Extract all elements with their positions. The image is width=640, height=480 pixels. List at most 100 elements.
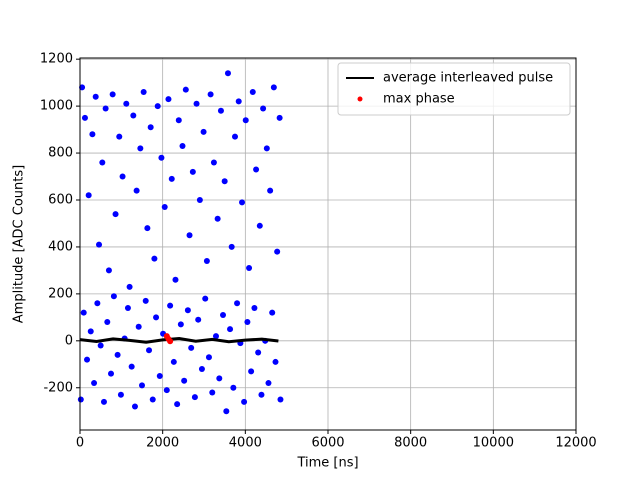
x-tick-label: 8000 [394, 436, 427, 451]
point [167, 338, 174, 345]
point [217, 107, 224, 114]
legend-label: max phase [383, 92, 455, 107]
point [117, 391, 124, 398]
point [114, 351, 121, 358]
point [163, 387, 170, 394]
point [263, 145, 270, 152]
point [99, 159, 106, 166]
y-tick-label: 400 [48, 239, 73, 254]
legend-label: average interleaved pulse [383, 71, 553, 86]
x-tick-label: 10000 [473, 436, 514, 451]
point [174, 401, 181, 408]
point [116, 133, 123, 140]
point [276, 114, 283, 121]
point [175, 117, 182, 124]
point [248, 368, 255, 375]
point [196, 196, 203, 203]
point [156, 373, 163, 380]
y-tick-label: -200 [43, 380, 73, 395]
point [260, 105, 267, 112]
y-tick-label: 1200 [40, 52, 73, 67]
point [165, 96, 172, 103]
point [184, 307, 191, 314]
point [200, 128, 207, 135]
point [84, 356, 91, 363]
point [179, 143, 186, 150]
point [170, 358, 177, 365]
point [142, 297, 149, 304]
y-tick-label: 1000 [40, 99, 73, 114]
point [227, 326, 234, 333]
point [158, 154, 165, 161]
point [144, 225, 151, 232]
point [186, 232, 193, 239]
point [105, 267, 112, 274]
point [146, 347, 153, 354]
point [239, 199, 246, 206]
point [267, 187, 274, 194]
point [214, 215, 221, 222]
point [135, 323, 142, 330]
axes-frame [79, 57, 577, 431]
point [202, 295, 209, 302]
point [128, 363, 135, 370]
point [230, 384, 237, 391]
x-tick-label: 0 [76, 436, 84, 451]
x-tick-label: 12000 [555, 436, 596, 451]
y-tick-label: 200 [48, 286, 73, 301]
point [244, 319, 251, 326]
point [94, 300, 101, 307]
point [85, 192, 92, 199]
x-axis-label: Time [ns] [296, 456, 358, 471]
point [177, 321, 184, 328]
point [126, 283, 133, 290]
point [181, 377, 188, 384]
line [79, 336, 279, 344]
point [277, 396, 284, 403]
point [241, 398, 248, 405]
point [80, 309, 87, 316]
point [108, 370, 114, 377]
point [193, 100, 200, 107]
point [147, 124, 154, 131]
point [182, 86, 189, 93]
point [235, 98, 242, 105]
point [210, 159, 217, 166]
point [242, 117, 249, 124]
point [131, 403, 138, 410]
point [140, 89, 147, 96]
point [149, 396, 156, 403]
point [249, 89, 256, 96]
point [110, 293, 117, 300]
point [269, 309, 276, 316]
point [246, 265, 253, 272]
point [89, 131, 96, 138]
y-axis-label: Amplitude [ADC Counts] [12, 165, 27, 323]
point [212, 333, 219, 340]
point [123, 100, 130, 107]
point [100, 398, 107, 405]
point [223, 408, 230, 415]
point [124, 304, 131, 311]
x-tick-label: 6000 [311, 436, 344, 451]
legend-box [337, 62, 571, 116]
point [133, 187, 140, 194]
point [207, 91, 214, 98]
point [96, 241, 103, 248]
point [153, 314, 160, 321]
point [265, 380, 272, 387]
point [209, 389, 216, 396]
point [137, 145, 144, 152]
point [154, 103, 161, 110]
point [272, 358, 279, 365]
point [109, 91, 116, 98]
point [255, 349, 262, 356]
y-tick-label: 600 [48, 192, 73, 207]
point [258, 391, 265, 398]
point [251, 304, 258, 311]
point [81, 114, 88, 121]
legend-swatch [357, 96, 363, 102]
point [168, 175, 175, 182]
point [198, 365, 205, 372]
point [234, 300, 241, 307]
